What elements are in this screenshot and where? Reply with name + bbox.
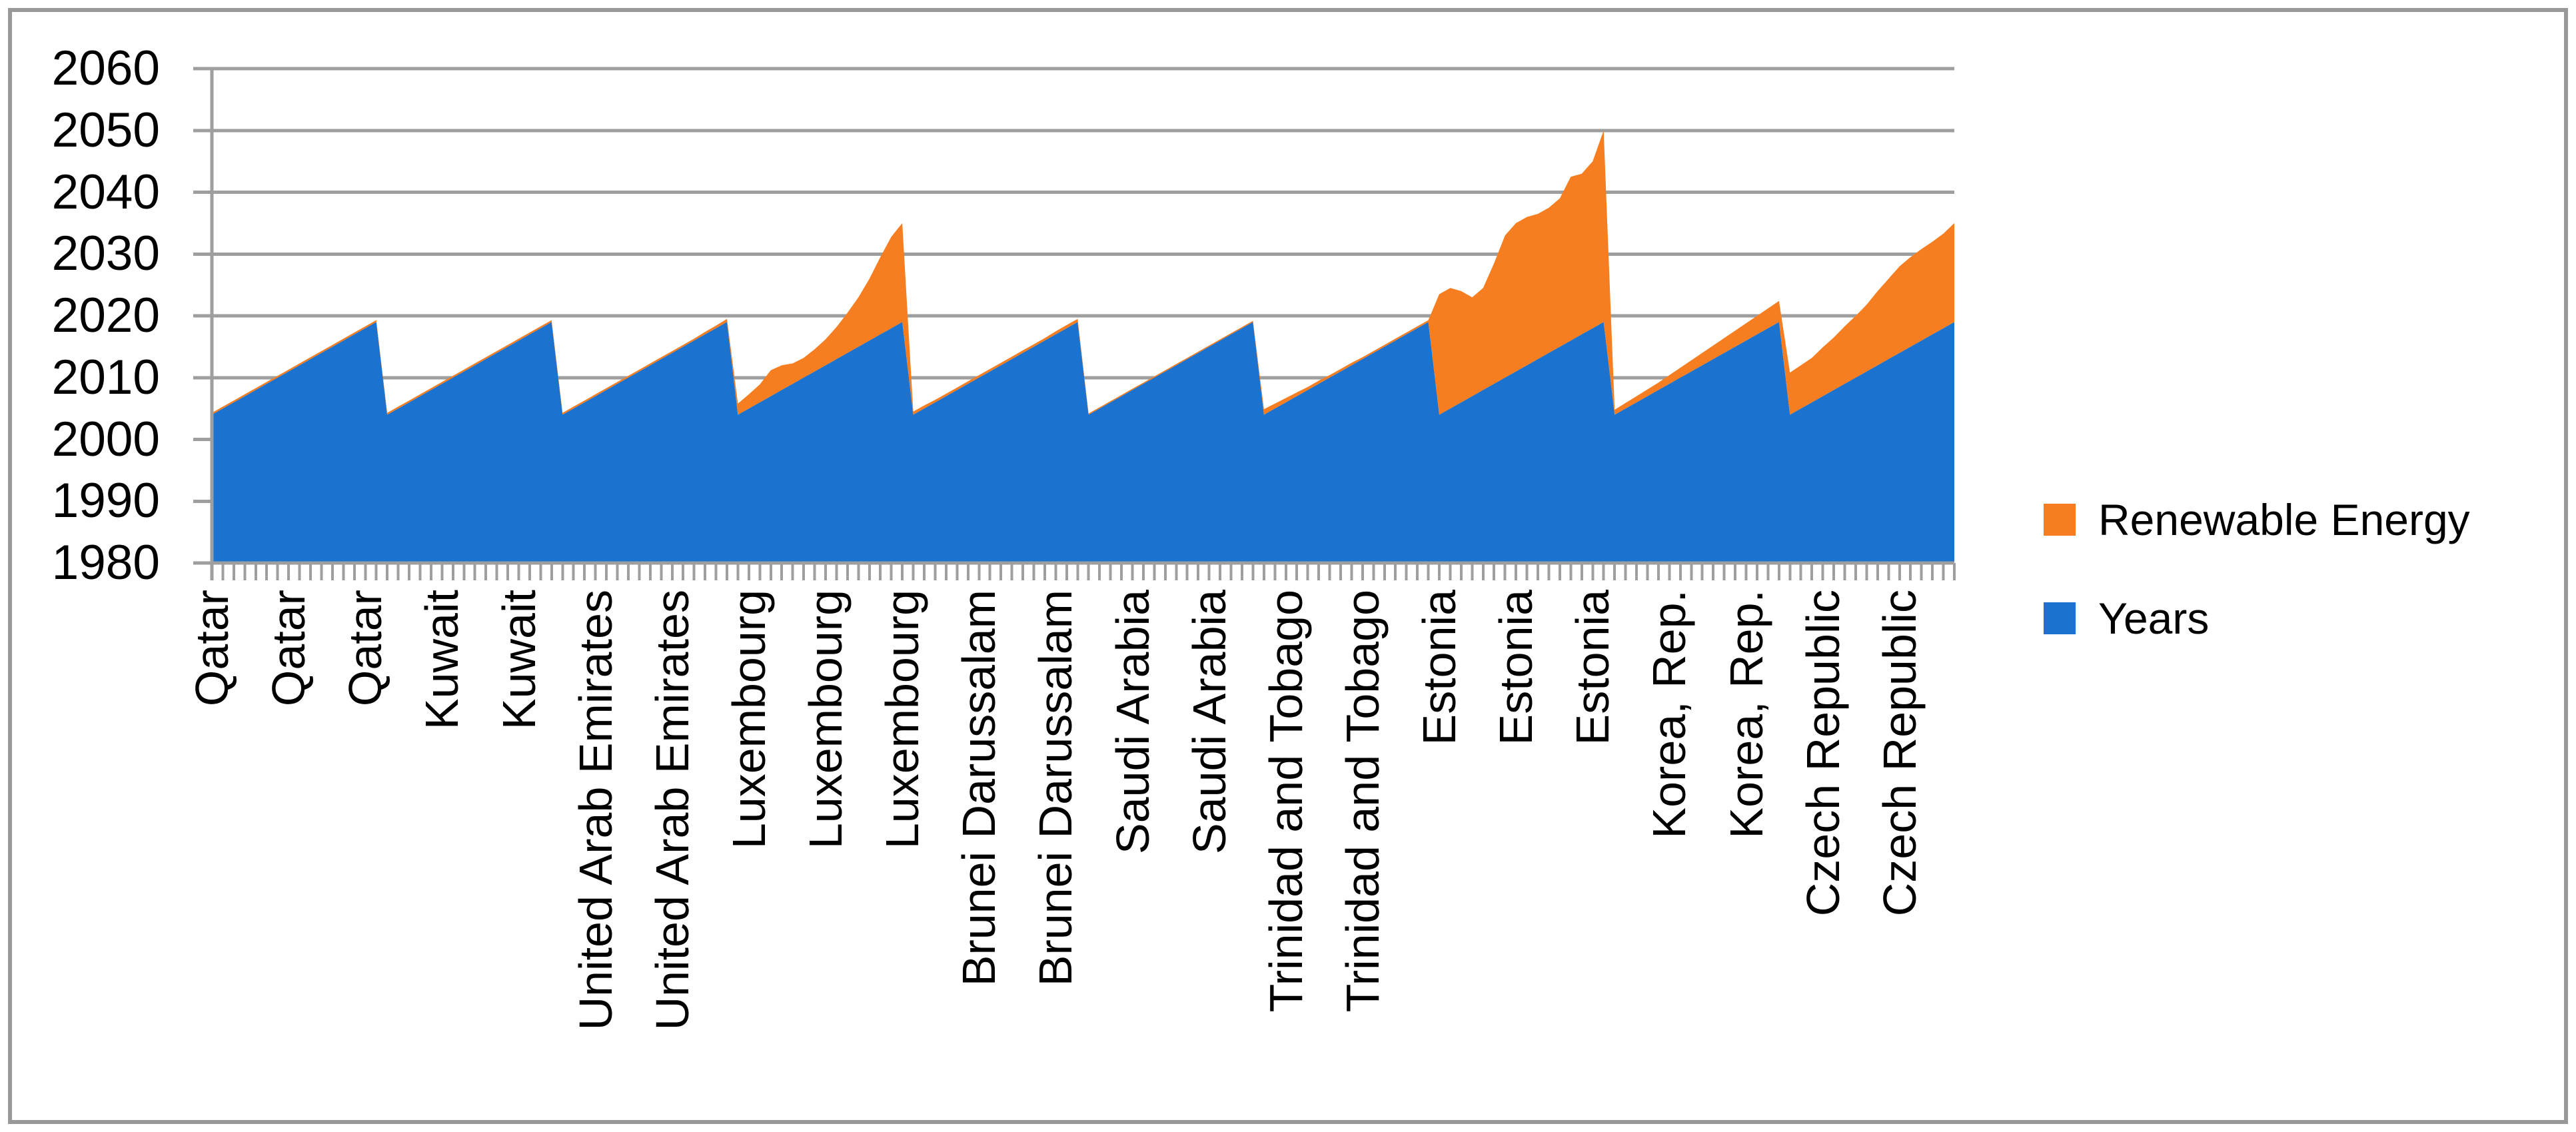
x-axis-label: Estonia	[1490, 590, 1543, 746]
x-axis-label: Brunei Darussalam	[1029, 590, 1082, 987]
y-axis-label-1990: 1990	[51, 474, 160, 528]
x-axis-label: United Arab Emirates	[569, 590, 622, 1031]
y-axis-label-2050: 2050	[51, 103, 160, 157]
x-axis-label: Korea, Rep.	[1643, 590, 1696, 839]
y-axis-label-2020: 2020	[51, 288, 160, 342]
y-axis-label-2030: 2030	[51, 227, 160, 281]
x-axis-label: United Arab Emirates	[646, 590, 698, 1031]
x-axis-label: Qatar	[186, 590, 238, 707]
x-axis-label: Saudi Arabia	[1183, 590, 1235, 854]
x-axis-label: Czech Republic	[1796, 590, 1849, 917]
x-axis-label: Qatar	[263, 590, 315, 707]
renewable-energy-area-series	[212, 130, 1954, 415]
years-area-series	[212, 322, 1954, 563]
x-axis-label: Trinidad and Tobago	[1336, 590, 1389, 1013]
y-axis-label-2060: 2060	[51, 41, 160, 95]
y-axis-label-2040: 2040	[51, 165, 160, 219]
x-axis-label: Estonia	[1567, 590, 1619, 746]
x-axis-label: Luxembourg	[876, 590, 929, 849]
y-axis-label-2000: 2000	[51, 412, 160, 466]
x-axis-label: Korea, Rep.	[1720, 590, 1772, 839]
x-axis-label: Brunei Darussalam	[953, 590, 1005, 987]
x-axis-label: Luxembourg	[800, 590, 852, 849]
x-axis-label: Estonia	[1413, 590, 1465, 746]
x-axis-label: Kuwait	[416, 590, 468, 730]
x-axis-label: Luxembourg	[722, 590, 775, 849]
x-axis-label: Czech Republic	[1873, 590, 1926, 917]
y-axis-label-1980: 1980	[51, 536, 160, 590]
x-axis-label: Saudi Arabia	[1106, 590, 1159, 854]
x-axis-label: Qatar	[339, 590, 392, 707]
x-axis-label: Kuwait	[492, 590, 545, 730]
y-axis-label-2010: 2010	[51, 350, 160, 404]
x-axis-label: Trinidad and Tobago	[1259, 590, 1312, 1013]
